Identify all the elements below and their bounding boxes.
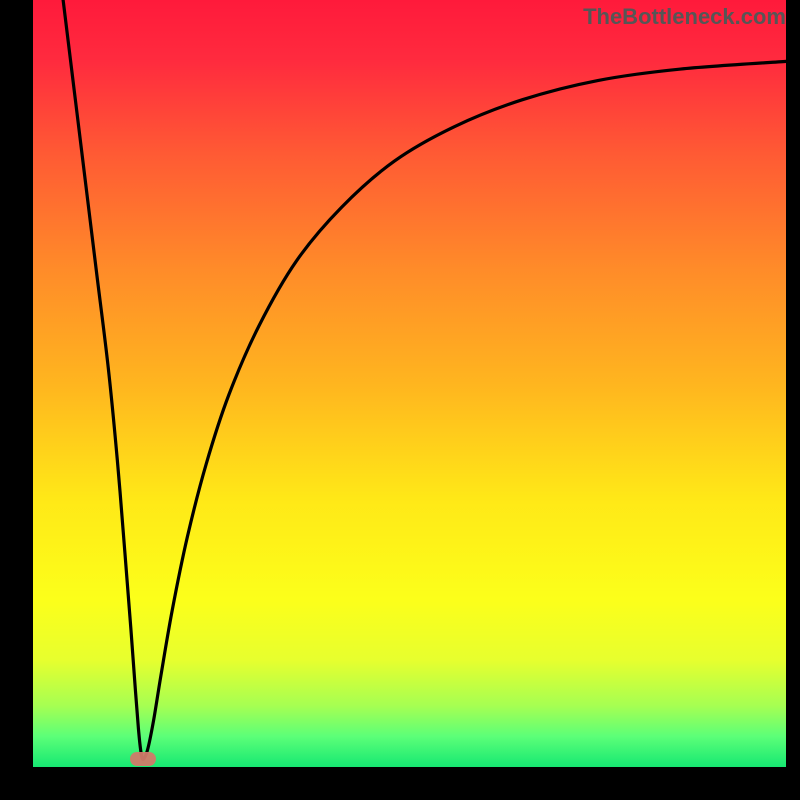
plot-area [33, 0, 786, 767]
chart-frame: TheBottleneck.com [0, 0, 800, 800]
minimum-marker [130, 752, 156, 766]
heat-gradient-bg [33, 0, 786, 767]
plot-svg [33, 0, 786, 767]
watermark-text: TheBottleneck.com [583, 4, 786, 30]
